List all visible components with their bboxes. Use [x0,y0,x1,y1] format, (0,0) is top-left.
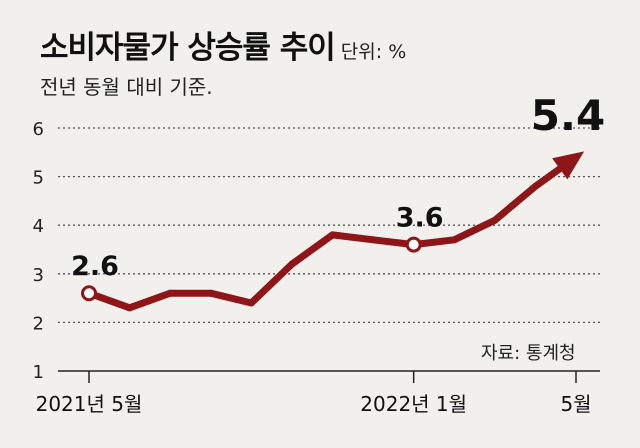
data-point [369,236,377,244]
data-point [288,260,296,268]
data-point [247,299,255,307]
chart-subtitle: 전년 동월 대비 기준. [40,75,213,99]
y-tick-label: 3 [33,265,44,286]
data-point [166,289,174,297]
series-line [87,162,567,312]
data-label: 2.6 [71,251,119,282]
y-tick-label: 1 [33,362,44,383]
y-tick-label: 2 [33,313,44,334]
data-point [329,231,336,239]
x-tick-label: 2022년 1월 [360,392,467,416]
data-point [491,216,499,224]
y-tick-label: 6 [33,119,44,140]
source-label: 자료: 통계청 [481,343,576,364]
x-tick-label: 2021년 5월 [36,392,143,416]
data-point [207,289,215,297]
y-tick-label: 5 [33,168,44,189]
chart-title: 소비자물가 상승률 추이 단위: % [40,30,407,66]
data-point [450,236,458,244]
y-tick-label: 4 [33,216,44,237]
data-point [531,182,539,190]
data-point [572,153,580,161]
data-label: 3.6 [396,203,444,234]
highlight-marker [405,236,422,253]
data-point [126,304,134,312]
highlight-marker [81,285,97,302]
arrowhead [552,151,585,180]
data-label: 5.4 [531,91,605,140]
x-tick-label: 5월 [560,392,591,416]
unit-label: 단위: % [340,41,407,63]
